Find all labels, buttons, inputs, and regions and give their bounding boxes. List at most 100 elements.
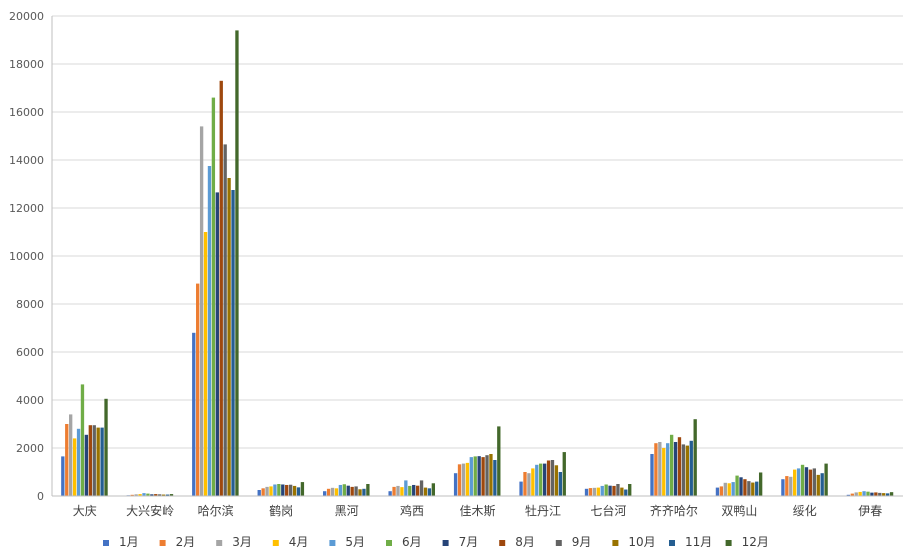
bar-12月-七台河	[628, 484, 632, 496]
bar-4月-七台河	[596, 487, 600, 496]
bar-11月-绥化	[820, 473, 824, 496]
bar-5月-哈尔滨	[207, 166, 212, 496]
bar-11月-鸡西	[427, 488, 432, 496]
bar-3月-大兴安岭	[134, 494, 138, 496]
bar-7月-牡丹江	[542, 463, 547, 496]
bar-5月-绥化	[796, 468, 801, 496]
bar-2月-齐齐哈尔	[654, 443, 658, 496]
bar-8月-七台河	[612, 485, 616, 496]
x-tick-label: 哈尔滨	[198, 503, 234, 518]
bar-2月-伊春	[850, 493, 854, 496]
bar-10月-鸡西	[423, 487, 428, 496]
bar-9月-双鸭山	[747, 481, 751, 496]
x-tick-label: 七台河	[590, 503, 626, 518]
bar-7月-鸡西	[412, 484, 416, 496]
bar-3月-齐齐哈尔	[658, 442, 662, 496]
bar-4月-鸡西	[400, 487, 404, 496]
bar-9月-大庆	[92, 425, 96, 496]
bar-12月-齐齐哈尔	[693, 419, 697, 496]
x-tick-label: 双鸭山	[721, 504, 757, 518]
bar-9月-哈尔滨	[223, 144, 227, 496]
bar-7月-鹤岗	[281, 484, 285, 496]
x-tick-label: 牡丹江	[525, 503, 561, 518]
bar-10月-哈尔滨	[227, 178, 231, 496]
x-tick-label: 黑河	[335, 504, 359, 518]
bar-3月-鹤岗	[265, 486, 269, 496]
bar-12月-鹤岗	[300, 482, 305, 496]
bar-12月-大庆	[104, 398, 108, 496]
bar-10月-双鸭山	[751, 482, 755, 496]
bar-9月-黑河	[354, 486, 358, 496]
bar-8月-牡丹江	[546, 460, 551, 496]
bar-7月-黑河	[346, 485, 350, 496]
bar-3月-伊春	[854, 492, 858, 496]
bar-7月-大兴安岭	[150, 494, 154, 496]
bar-8月-哈尔滨	[219, 80, 223, 497]
bar-10月-绥化	[816, 474, 820, 496]
bar-11月-大庆	[100, 427, 104, 496]
bar-2月-牡丹江	[523, 472, 527, 496]
bar-4月-黑河	[334, 488, 339, 496]
bar-8月-大兴安岭	[154, 494, 158, 496]
bar-1月-绥化	[781, 479, 785, 496]
bar-10月-佳木斯	[489, 454, 493, 496]
bar-4月-绥化	[793, 469, 797, 496]
y-tick-label: 4000	[16, 394, 44, 407]
bar-12月-哈尔滨	[235, 30, 239, 497]
legend-swatch	[216, 540, 223, 546]
bar-1月-大庆	[61, 456, 65, 496]
bar-6月-齐齐哈尔	[669, 434, 674, 496]
bar-9月-鹤岗	[288, 484, 293, 496]
bar-8月-大庆	[88, 425, 92, 496]
y-axis: 0 2000 4000 6000 8000 10000 12000 14000 16000 180…	[9, 10, 53, 503]
x-axis: 大庆 大兴安岭 哈尔滨 鹤岗 黑河 鸡西 佳木斯 牡丹江 七台河 齐齐哈尔 双鸭山 绥化 伊春	[52, 495, 903, 518]
legend-swatch	[669, 540, 675, 546]
bar-9月-七台河	[616, 484, 620, 496]
bar-1月-牡丹江	[519, 481, 523, 496]
x-tick-label: 鹤岗	[269, 503, 293, 518]
legend-label: 1月	[119, 535, 139, 549]
bar-8月-鸡西	[415, 485, 420, 496]
bar-10月-鹤岗	[292, 485, 297, 496]
bar-11月-七台河	[624, 489, 628, 496]
legend-label: 10月	[628, 535, 655, 549]
legend-swatch	[386, 540, 392, 546]
bar-4月-双鸭山	[727, 483, 731, 496]
bar-8月-鹤岗	[285, 484, 289, 496]
bar-7月-七台河	[608, 485, 612, 496]
bar-11月-牡丹江	[558, 472, 562, 496]
bar-12月-鸡西	[431, 483, 436, 496]
bar-1月-黑河	[323, 491, 327, 496]
bar-11月-黑河	[362, 488, 366, 496]
bar-9月-大兴安岭	[158, 494, 162, 496]
bar-1月-哈尔滨	[192, 332, 196, 496]
legend-swatch	[555, 540, 562, 546]
bar-10月-齐齐哈尔	[685, 445, 689, 496]
bar-6月-牡丹江	[539, 463, 543, 496]
bar-7月-双鸭山	[739, 477, 743, 496]
x-tick-label: 大庆	[73, 504, 97, 518]
bar-2月-大兴安岭	[130, 494, 134, 496]
bar-9月-鸡西	[419, 480, 424, 496]
bar-10月-黑河	[358, 489, 362, 496]
bar-8月-黑河	[350, 486, 354, 496]
bar-3月-佳木斯	[461, 463, 466, 496]
x-tick-label: 鸡西	[400, 503, 424, 518]
bar-1月-七台河	[584, 488, 589, 496]
y-tick-label: 0	[37, 490, 44, 503]
bar-5月-牡丹江	[535, 464, 539, 496]
legend-label: 11月	[685, 535, 712, 549]
bar-2月-绥化	[785, 476, 789, 496]
bar-5月-佳木斯	[469, 457, 473, 496]
bar-5月-黑河	[338, 484, 343, 496]
x-tick-label: 绥化	[793, 504, 817, 518]
bar-4月-佳木斯	[465, 462, 470, 496]
bar-2月-七台河	[588, 488, 593, 496]
bar-1月-双鸭山	[715, 487, 720, 496]
bar-4月-鹤岗	[269, 486, 273, 496]
bar-9月-佳木斯	[485, 455, 489, 496]
legend-swatch	[103, 540, 109, 546]
bar-2月-黑河	[326, 488, 331, 496]
bar-4月-齐齐哈尔	[662, 448, 666, 496]
